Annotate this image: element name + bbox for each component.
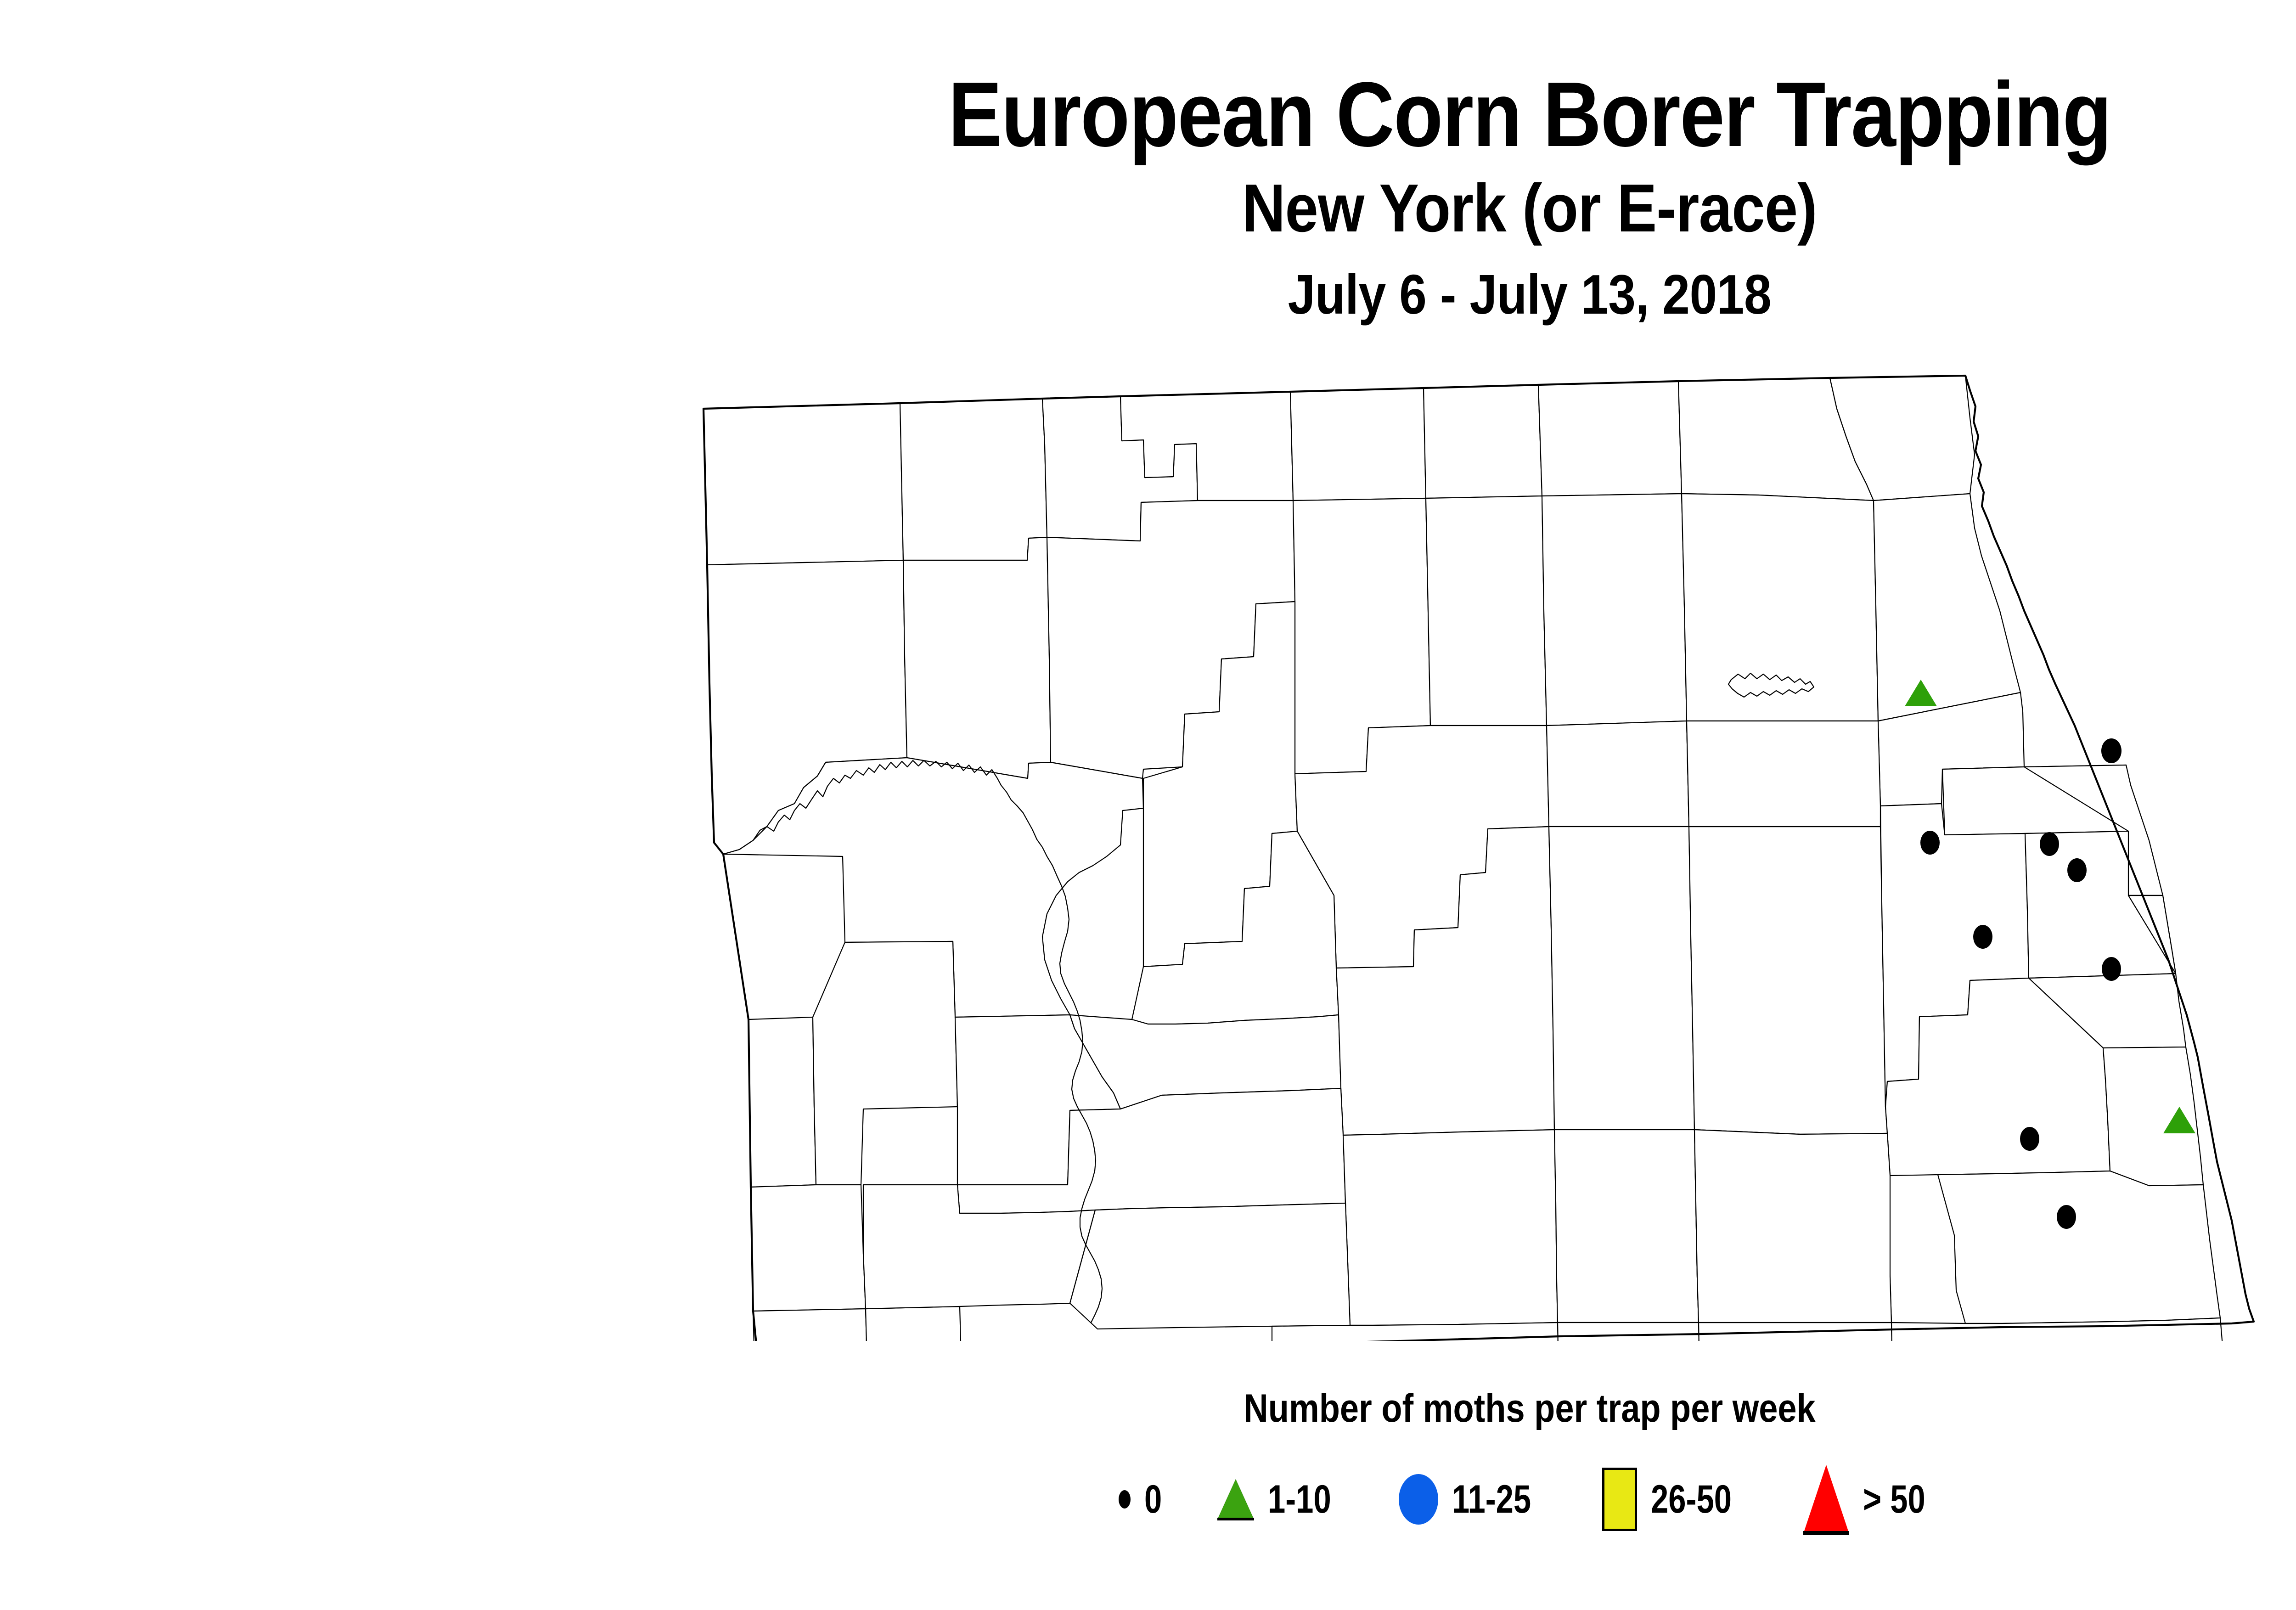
map-svg — [702, 374, 2255, 1341]
trap-marker-triangle-green[interactable] — [1905, 680, 1937, 706]
county-mcintosh — [1558, 1323, 1701, 1341]
legend-label-26-50: 26-50 — [1650, 1477, 1732, 1521]
county-emmons-logan — [1554, 1130, 1699, 1323]
county-sargent — [1891, 1318, 2232, 1341]
county-billings — [813, 941, 957, 1185]
county-slope — [751, 1185, 866, 1311]
page-title: European Corn Borer Trapping — [948, 63, 2112, 166]
legend-label-over-50: > 50 — [1863, 1477, 1925, 1521]
trap-marker-dot[interactable] — [2101, 738, 2122, 763]
county-morton — [1343, 1130, 1558, 1325]
missouri-river — [723, 760, 1103, 1323]
county-foster — [1687, 721, 1880, 827]
county-adams — [866, 1306, 964, 1341]
legend-item-26-50[interactable]: 26-50 — [1602, 1468, 1752, 1531]
state-outline — [702, 374, 2255, 1341]
legend-item-over-50[interactable]: > 50 — [1803, 1465, 1941, 1535]
devils-lake — [1728, 672, 1815, 698]
county-mountrail — [903, 537, 1051, 778]
county-rolette — [1290, 388, 1426, 501]
county-boundaries — [703, 376, 2232, 1341]
county-cavalier — [1538, 381, 1682, 496]
county-grant — [1070, 1203, 1350, 1329]
yellow-square-icon — [1602, 1468, 1637, 1531]
county-ramsey — [1682, 494, 1878, 721]
county-richland — [1938, 1171, 2220, 1323]
north-dakota-map — [680, 363, 2296, 1341]
county-divide — [703, 403, 903, 565]
trap-marker-dot[interactable] — [1973, 925, 1992, 949]
page-subtitle: New York (or E-race) — [1242, 170, 1817, 246]
trap-marker-dot[interactable] — [1920, 831, 1940, 855]
county-mckenzie — [723, 758, 1143, 1017]
date-range-label: July 6 - July 13, 2018 — [1288, 263, 1772, 326]
black-dot-icon — [1118, 1490, 1131, 1509]
county-logan-center — [1694, 1130, 1891, 1323]
county-golden-valley — [748, 1017, 816, 1187]
legend-label-1-10: 1-10 — [1268, 1477, 1332, 1521]
county-burke — [900, 399, 1047, 560]
green-triangle-icon — [1217, 1479, 1255, 1520]
blue-circle-icon — [1398, 1474, 1438, 1525]
county-bowman — [753, 1309, 870, 1341]
legend-label-11-25: 11-25 — [1452, 1477, 1531, 1521]
trap-marker-dot[interactable] — [2020, 1127, 2039, 1151]
county-hettinger — [863, 1185, 1095, 1309]
county-kidder — [1549, 827, 1694, 1130]
county-cass — [2103, 1047, 2203, 1186]
legend-item-11-25[interactable]: 11-25 — [1398, 1474, 1551, 1525]
legend-title: Number of moths per trap per week — [1244, 1386, 1816, 1430]
red-triangle-icon — [1803, 1465, 1849, 1535]
county-traill — [2029, 895, 2186, 1048]
county-benson — [1542, 494, 1687, 726]
county-towner — [1424, 385, 1542, 498]
legend-item-zero[interactable]: 0 — [1118, 1477, 1166, 1522]
county-walsh — [1874, 494, 2020, 721]
county-sheridan — [1547, 721, 1689, 827]
county-stutsman — [1689, 827, 1887, 1134]
legend-label-zero: 0 — [1144, 1477, 1162, 1521]
legend-item-1-10[interactable]: 1-10 — [1217, 1477, 1347, 1522]
trap-marker-dot[interactable] — [2057, 1205, 2076, 1229]
trap-markers — [1905, 680, 2195, 1229]
trap-marker-dot[interactable] — [2067, 858, 2087, 882]
trap-marker-dot[interactable] — [2040, 832, 2059, 856]
legend: 0 1-10 11-25 26-50 > 50 — [0, 1456, 2296, 1543]
county-pierce — [1426, 496, 1547, 726]
trap-marker-dot[interactable] — [2102, 957, 2121, 981]
county-sioux — [1272, 1323, 1560, 1341]
trap-marker-triangle-green[interactable] — [2163, 1107, 2195, 1133]
